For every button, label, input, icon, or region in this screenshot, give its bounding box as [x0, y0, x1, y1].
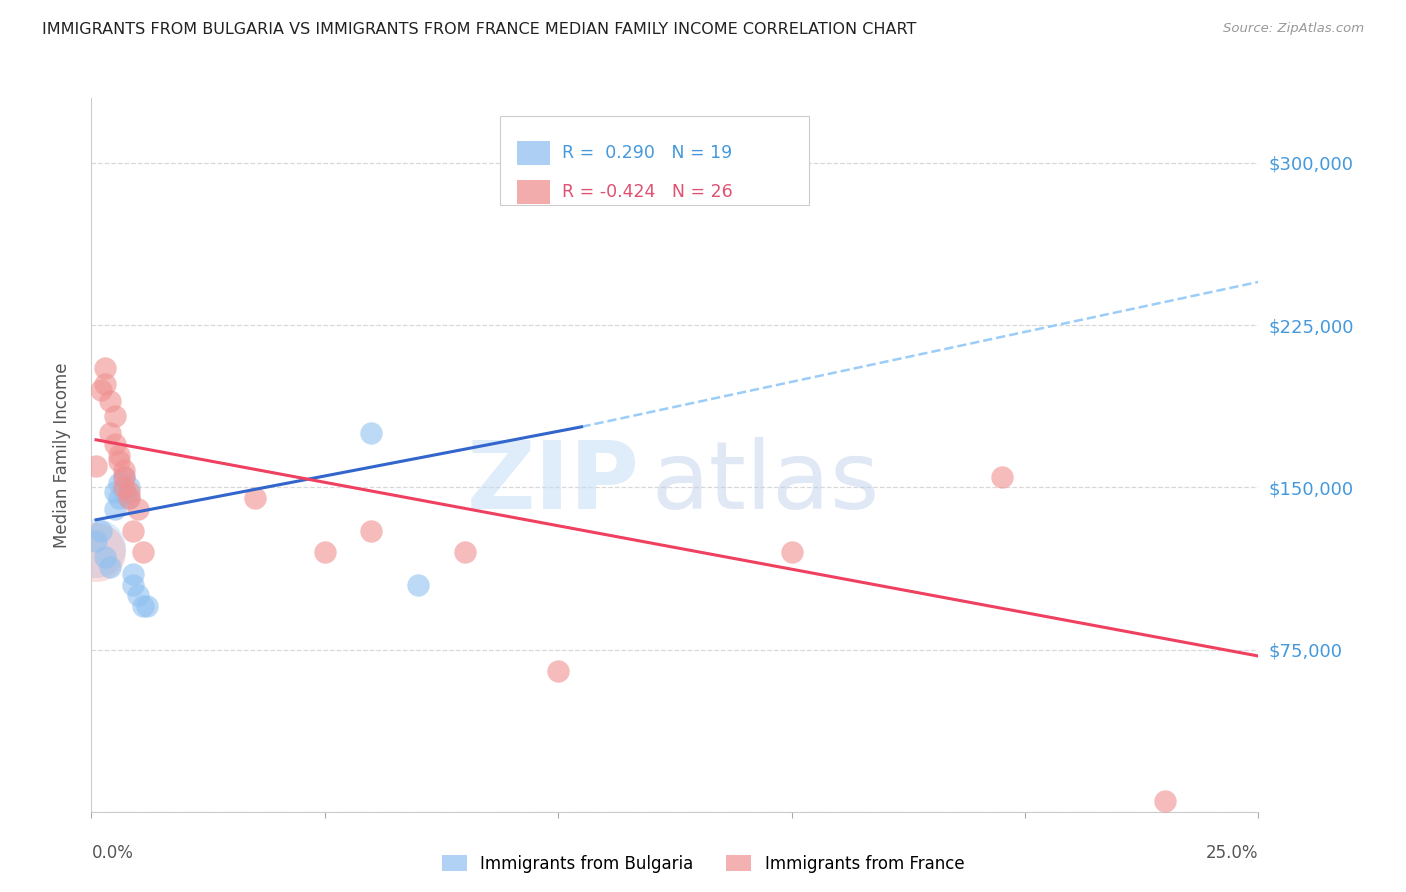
Point	[94, 361, 117, 376]
Point	[314, 545, 336, 559]
Legend: Immigrants from Bulgaria, Immigrants from France: Immigrants from Bulgaria, Immigrants fro…	[434, 848, 972, 880]
Point	[243, 491, 266, 505]
Text: Source: ZipAtlas.com: Source: ZipAtlas.com	[1223, 22, 1364, 36]
Point	[360, 524, 382, 538]
Point	[547, 664, 569, 678]
Y-axis label: Median Family Income: Median Family Income	[52, 362, 70, 548]
Point	[454, 545, 477, 559]
Point	[90, 383, 112, 397]
Point	[84, 458, 107, 473]
Point	[122, 524, 145, 538]
Point	[98, 393, 121, 408]
Text: 0.0%: 0.0%	[91, 844, 134, 862]
Point	[108, 476, 131, 491]
Text: R =  0.290   N = 19: R = 0.290 N = 19	[561, 144, 733, 162]
Text: R = -0.424   N = 26: R = -0.424 N = 26	[561, 183, 733, 202]
Point	[127, 589, 149, 603]
Point	[132, 545, 155, 559]
FancyBboxPatch shape	[501, 116, 808, 205]
Text: IMMIGRANTS FROM BULGARIA VS IMMIGRANTS FROM FRANCE MEDIAN FAMILY INCOME CORRELAT: IMMIGRANTS FROM BULGARIA VS IMMIGRANTS F…	[42, 22, 917, 37]
Point	[108, 454, 131, 468]
Bar	[517, 180, 550, 204]
Point	[990, 469, 1012, 483]
Point	[360, 426, 382, 441]
Point	[84, 545, 107, 559]
Point	[136, 599, 159, 614]
Bar	[517, 141, 550, 165]
Point	[94, 376, 117, 391]
Point	[104, 437, 127, 451]
Point	[112, 469, 135, 483]
Point	[127, 502, 149, 516]
Point	[112, 469, 135, 483]
Point	[108, 491, 131, 505]
Point	[90, 524, 112, 538]
Point	[84, 541, 107, 555]
Point	[118, 480, 141, 494]
Text: ZIP: ZIP	[467, 437, 640, 530]
Point	[132, 599, 155, 614]
Point	[118, 491, 141, 505]
Point	[112, 484, 135, 499]
Point	[118, 491, 141, 505]
Point	[104, 484, 127, 499]
Point	[94, 549, 117, 564]
Point	[98, 560, 121, 574]
Point	[406, 577, 429, 591]
Point	[122, 577, 145, 591]
Point	[108, 448, 131, 462]
Text: 25.0%: 25.0%	[1206, 844, 1258, 862]
Point	[84, 534, 107, 549]
Point	[122, 566, 145, 581]
Point	[112, 463, 135, 477]
Point	[780, 545, 803, 559]
Text: atlas: atlas	[651, 437, 880, 530]
Point	[1154, 794, 1177, 808]
Point	[98, 426, 121, 441]
Point	[118, 484, 141, 499]
Point	[104, 502, 127, 516]
Point	[104, 409, 127, 423]
Point	[112, 480, 135, 494]
